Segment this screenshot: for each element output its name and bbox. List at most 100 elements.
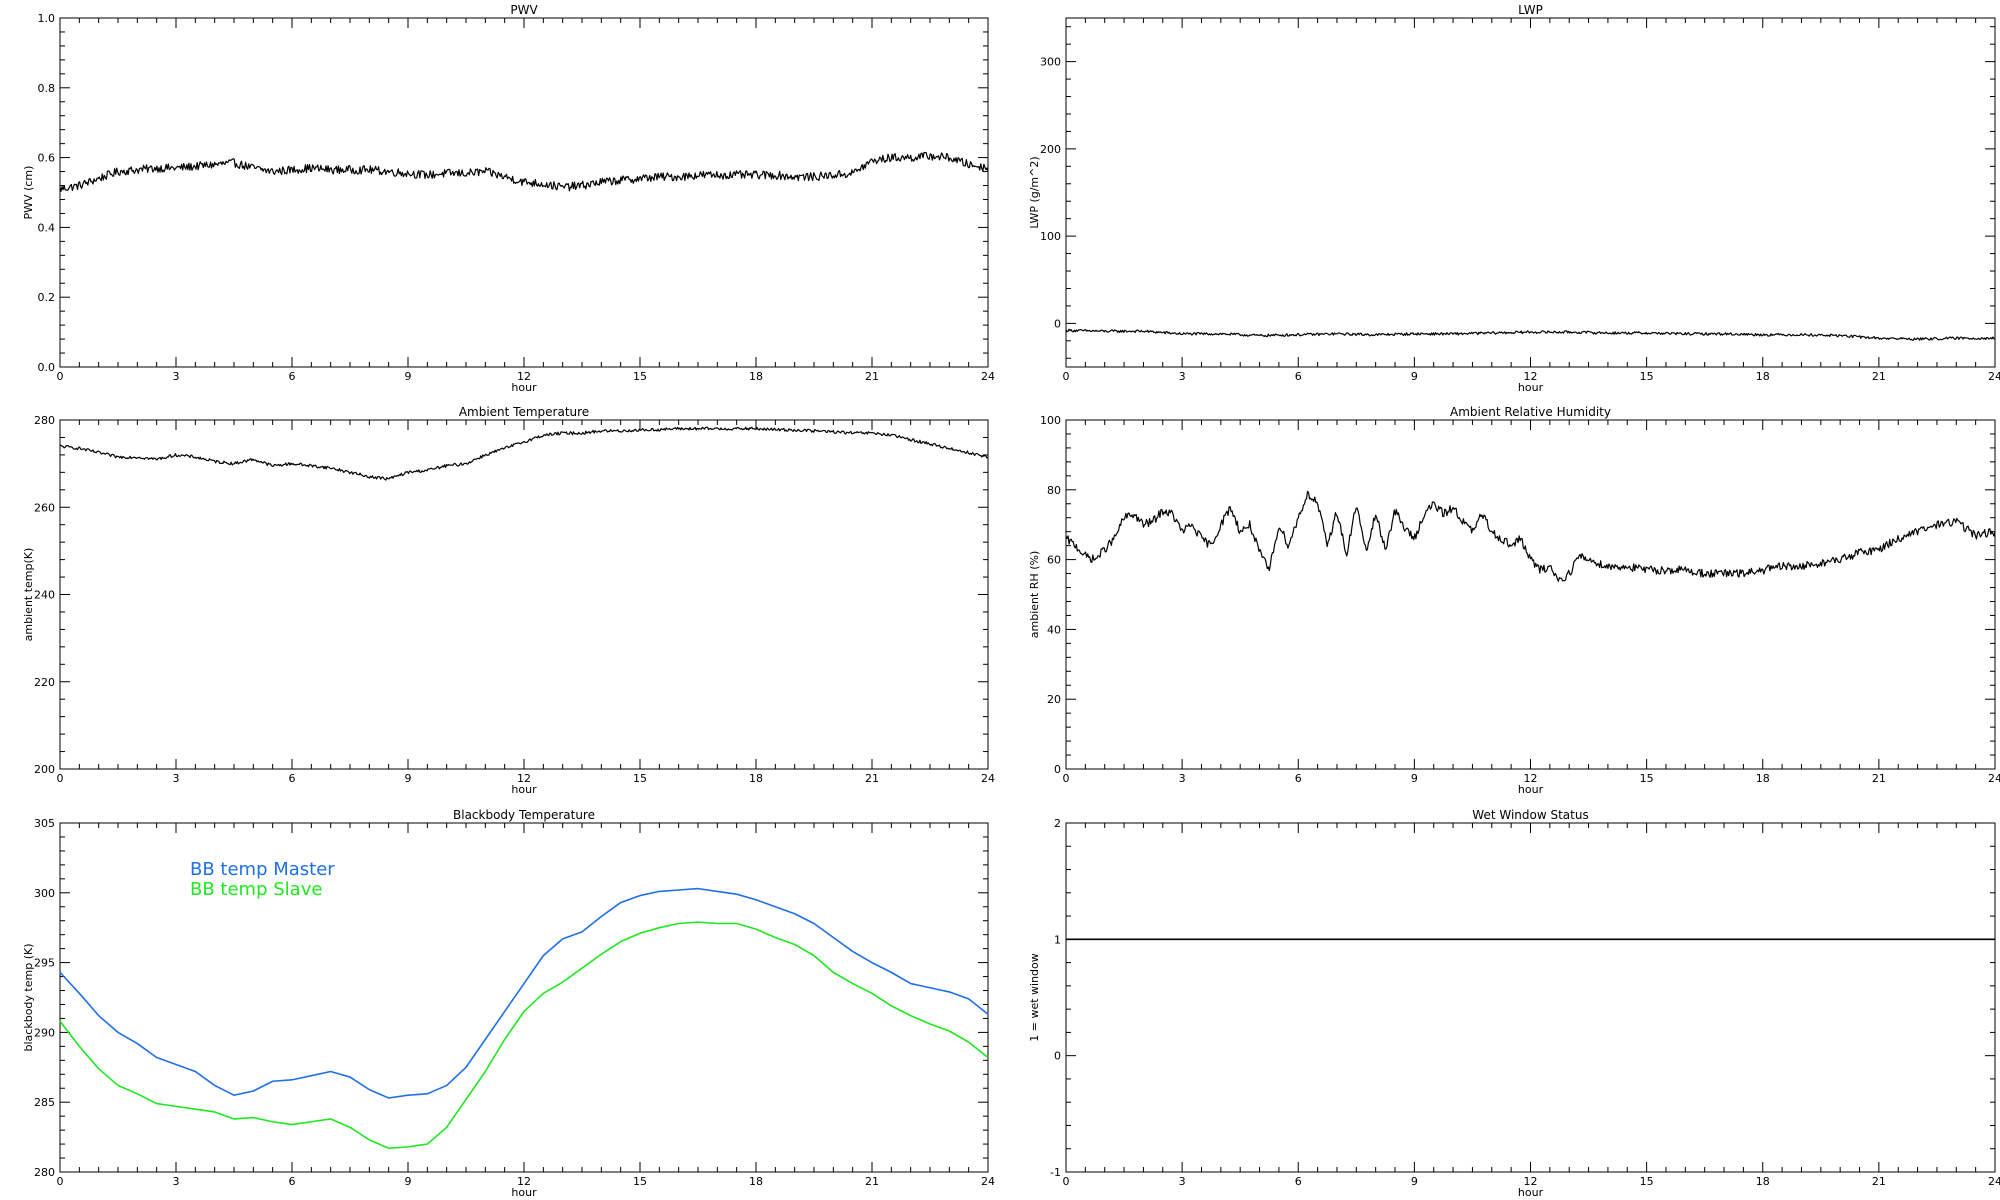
pwv-y-tick-label: 0.4: [38, 221, 56, 234]
wet-window-status-title: Wet Window Status: [1472, 808, 1588, 822]
ambient-temperature-x-tick-label: 18: [749, 772, 763, 785]
blackbody-temperature-x-tick-label: 9: [405, 1175, 412, 1188]
ambient-relative-humidity-x-tick-label: 15: [1640, 772, 1654, 785]
ambient-relative-humidity-y-tick-label: 0: [1054, 763, 1061, 776]
pwv-y-tick-label: 0.6: [38, 152, 56, 165]
pwv-x-tick-label: 12: [517, 370, 531, 383]
pwv-y-axis-label: PWV (cm): [22, 166, 35, 220]
blackbody-temperature-y-axis-label: blackbody temp (K): [22, 944, 35, 1052]
ambient-relative-humidity-x-tick-label: 6: [1295, 772, 1302, 785]
pwv-x-tick-label: 0: [57, 370, 64, 383]
ambient-temperature-y-axis-label: ambient temp(K): [22, 548, 35, 642]
blackbody-temperature-y-tick-label: 300: [34, 887, 55, 900]
ambient-relative-humidity-y-tick-label: 40: [1047, 623, 1061, 636]
ambient-relative-humidity-plot-frame: [1065, 419, 1996, 770]
ambient-relative-humidity-y-tick-label: 100: [1040, 414, 1061, 427]
wet-window-status-y-tick-label: 1: [1054, 933, 1061, 946]
lwp-y-tick-label: 300: [1040, 56, 1061, 69]
wet-window-status-x-tick-label: 6: [1295, 1175, 1302, 1188]
ambient-relative-humidity-x-tick-label: 0: [1063, 772, 1070, 785]
ambient-relative-humidity-x-tick-label: 12: [1524, 772, 1538, 785]
blackbody-temperature-x-tick-label: 12: [517, 1175, 531, 1188]
wet-window-status-x-tick-label: 3: [1179, 1175, 1186, 1188]
wet-window-status-y-tick-label: 0: [1054, 1050, 1061, 1063]
ambient-temperature-x-tick-label: 12: [517, 772, 531, 785]
legend-bb-temp-master: BB temp Master: [190, 859, 335, 880]
ambient-relative-humidity-x-tick-label: 18: [1756, 772, 1770, 785]
wet-window-status-plot-frame: [1065, 822, 1996, 1173]
pwv-title: PWV: [510, 3, 538, 17]
ambient-temperature-x-tick-label: 3: [173, 772, 180, 785]
ambient-relative-humidity-x-tick-label: 24: [1988, 772, 2000, 785]
ambient-relative-humidity-x-axis-label: hour: [1518, 783, 1544, 796]
legend-bb-temp-slave: BB temp Slave: [190, 879, 322, 900]
pwv-x-tick-label: 9: [405, 370, 412, 383]
pwv-y-tick-label: 0.0: [38, 361, 56, 374]
lwp-x-tick-label: 6: [1295, 370, 1302, 383]
ambient-relative-humidity-x-tick-label: 3: [1179, 772, 1186, 785]
lwp-y-axis-label: LWP (g/m^2): [1028, 156, 1041, 228]
bb-temp-master-line: [59, 887, 989, 1099]
blackbody-temperature-y-tick-label: 280: [34, 1166, 55, 1179]
ambient-relative-humidity-title: Ambient Relative Humidity: [1450, 405, 1611, 419]
wet-window-status-y-tick-label: -1: [1050, 1166, 1061, 1179]
pwv-chart: PWV 0 3 6 9 12 15 18 21 24 0.0 0.2 0.4 0.6 0.8 1.0 hour P…: [22, 3, 995, 394]
lwp-plot-frame: [1065, 17, 1996, 368]
blackbody-temperature-x-tick-label: 3: [173, 1175, 180, 1188]
lwp-y-tick-label: 100: [1040, 230, 1061, 243]
ambient-temperature-x-tick-label: 6: [289, 772, 296, 785]
lwp-y-tick-label: 200: [1040, 143, 1061, 156]
pwv-x-tick-label: 15: [633, 370, 647, 383]
ambient-temperature-y-tick-label: 240: [34, 589, 55, 602]
lwp-x-tick-label: 18: [1756, 370, 1770, 383]
ambient-temperature-title: Ambient Temperature: [459, 405, 589, 419]
ambient-temperature-x-tick-label: 15: [633, 772, 647, 785]
ambient-relative-humidity-y-tick-label: 20: [1047, 693, 1061, 706]
wet-window-status-y-axis-label: 1 = wet window: [1028, 953, 1041, 1042]
ambient-temperature-x-tick-label: 0: [57, 772, 64, 785]
lwp-x-tick-label: 24: [1988, 370, 2000, 383]
pwv-y-tick-label: 1.0: [38, 12, 56, 25]
lwp-chart: LWP 0 3 6 9 12 15 18 21 24 0 100 200 300 hour LWP (g/m^…: [1028, 3, 2000, 394]
lwp-x-tick-label: 3: [1179, 370, 1186, 383]
pwv-y-tick-label: 0.8: [38, 82, 56, 95]
ambient-temperature-chart: Ambient Temperature 0 3 6 9 12 15 18 21 24 200 220 2…: [22, 405, 995, 796]
ambient-relative-humidity-chart: Ambient Relative Humidity 0 3 6 9 12 15 18 21 24 0…: [1028, 405, 2000, 796]
blackbody-temperature-y-tick-label: 295: [34, 957, 55, 970]
pwv-series-line: [59, 151, 989, 192]
ambient-temperature-x-tick-label: 24: [981, 772, 995, 785]
ambient-temperature-x-tick-label: 9: [405, 772, 412, 785]
pwv-x-axis-label: hour: [511, 381, 537, 394]
ambient-temperature-y-tick-label: 260: [34, 501, 55, 514]
pwv-y-tick-label: 0.2: [38, 291, 56, 304]
lwp-x-tick-label: 12: [1524, 370, 1538, 383]
blackbody-temperature-title: Blackbody Temperature: [453, 808, 595, 822]
lwp-x-tick-label: 15: [1640, 370, 1654, 383]
pwv-x-tick-label: 18: [749, 370, 763, 383]
blackbody-temperature-y-tick-label: 285: [34, 1096, 55, 1109]
ambient-temperature-y-tick-label: 280: [34, 414, 55, 427]
pwv-x-tick-label: 3: [173, 370, 180, 383]
lwp-y-tick-label: 0: [1054, 317, 1061, 330]
blackbody-temperature-chart: Blackbody Temperature 0 3 6 9 12 15 18 21 24 280 28…: [22, 808, 995, 1199]
ambient-relative-humidity-y-tick-label: 60: [1047, 554, 1061, 567]
ambient-temperature-x-axis-label: hour: [511, 783, 537, 796]
lwp-title: LWP: [1518, 3, 1543, 17]
ambient-relative-humidity-x-tick-label: 9: [1411, 772, 1418, 785]
ambient-relative-humidity-y-tick-label: 80: [1047, 484, 1061, 497]
blackbody-temperature-x-tick-label: 15: [633, 1175, 647, 1188]
pwv-x-tick-label: 21: [865, 370, 879, 383]
wet-window-status-x-tick-label: 0: [1063, 1175, 1070, 1188]
wet-window-status-x-tick-label: 18: [1756, 1175, 1770, 1188]
ambient-temperature-series-line: [59, 426, 989, 481]
blackbody-temperature-x-tick-label: 6: [289, 1175, 296, 1188]
bb-temp-slave-line: [59, 921, 989, 1150]
wet-window-status-x-tick-label: 9: [1411, 1175, 1418, 1188]
pwv-x-tick-label: 24: [981, 370, 995, 383]
lwp-x-axis-label: hour: [1518, 381, 1544, 394]
blackbody-temperature-x-tick-label: 0: [57, 1175, 64, 1188]
blackbody-temperature-x-tick-label: 24: [981, 1175, 995, 1188]
blackbody-temperature-y-tick-label: 290: [34, 1026, 55, 1039]
ambient-temperature-y-tick-label: 200: [34, 763, 55, 776]
